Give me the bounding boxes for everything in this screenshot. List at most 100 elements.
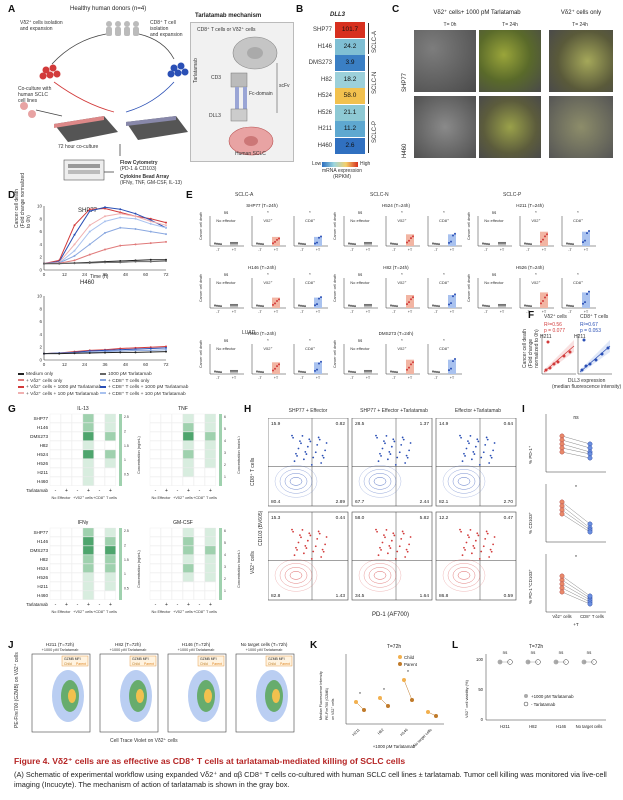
h-row2: Vδ2⁺ cells [250,551,256,574]
g-colorbar-tick: 6 [224,529,226,533]
h-flow-frame [351,511,433,601]
d-xtick: 36 [102,272,108,277]
i-pair-line [561,587,591,603]
e-dot [216,370,218,373]
h-event [472,451,475,453]
e-dot [316,368,318,371]
h-event [463,546,465,549]
g-heat-cell [182,458,194,468]
l-legend-plus [524,694,528,698]
e-dot [566,304,568,307]
g-heat-cell [104,563,116,573]
h-event [299,534,301,537]
i-pair-line [561,509,591,531]
d-point [119,351,122,354]
h-quadrant-ll: 82.1 [439,499,449,505]
h-contour [447,469,481,494]
e-dot [316,303,318,306]
g-sign: - [99,488,101,494]
g-heat-cell [71,581,83,591]
e-dot [216,242,218,245]
h-event [312,456,315,459]
e-dot [232,369,234,372]
g-heat-cell [60,554,72,564]
h-quadrant-ul: 14.9 [439,421,449,427]
d-point [134,349,137,352]
e-plot-title: H460 (T=24h) [248,331,276,336]
e-xtick: -T [300,376,304,380]
g-heat-cell [160,554,172,564]
h-event [460,436,462,439]
l-ytick: 0 [481,717,484,722]
e-dot [258,304,260,307]
e-cat-label: No effector [350,280,370,285]
g-row-label: H211 [37,470,48,475]
e-dot [258,242,260,245]
e-dot [452,234,454,237]
i-point-cd8 [587,529,593,535]
e-dot [568,304,570,307]
j-mfi-label: GZMB MFI [200,657,217,661]
g-heat-cell [160,449,172,459]
d-point [104,215,106,218]
h-event [309,440,312,443]
micro-shp77-24h-only [549,30,613,92]
h-quadrant-ul: 58.0 [355,515,365,521]
h-event [320,462,323,464]
h-event [310,463,313,466]
e-dot [570,243,572,245]
l-viability-plot: T=72h 0 50 100 ns H211 ns H82 ns H146 ns No target … [464,644,606,729]
g-heat-cell [204,527,216,537]
g-heat-cell [71,431,83,441]
e-dot [316,241,318,244]
g-heat-cell [204,458,216,468]
h-event [390,445,393,448]
g-heat-cell [104,476,116,486]
h-event [392,438,395,441]
d-ytick: 6 [39,319,42,324]
g-heat-cell [182,581,194,591]
j-title: No target cells (T=72h) [241,642,288,647]
f-title1: Vδ2⁺ cells [544,314,567,320]
h-event [376,530,378,533]
b-line-label: H211 [318,126,332,132]
e-dot [544,235,546,238]
e-dot [434,370,436,373]
e-ylabel: Cancer cell death [199,212,203,240]
g-heat-cell [60,458,72,468]
d-legend-swatch [100,379,106,382]
d-point [119,216,122,219]
j-density-peak [68,689,76,703]
d-ytick: 8 [39,306,42,311]
i-ylabel: % CD103⁺ [528,511,533,534]
cba-text: Cytokine Bead Array [120,174,169,180]
d-point [149,349,152,352]
g-heat-cell [93,563,105,573]
g-row-label: H146 [37,539,48,544]
h-quadrant-ur: 0.82 [336,421,346,427]
d-legend-swatch [100,385,106,388]
e-dot [260,305,262,307]
i-point-vd2 [559,445,565,451]
e-cat-label: CD8⁺ [439,346,449,351]
j-ylabel: PE-Fire700 (GZMB) on Vδ2⁺ cells [14,652,20,728]
g-heat-cell [93,536,105,546]
e-xtick: -T [484,310,488,314]
e-dot [234,241,236,244]
e-dot [434,304,436,307]
e-sig: ns [492,272,496,277]
e-dot [408,366,410,369]
e-xtick: +T [232,248,237,252]
h-contour [289,571,303,580]
e-dot [438,371,440,374]
e-xtick: +T [500,248,505,252]
g-heat-cell [171,545,183,555]
e-dot [436,305,438,307]
k-sig: * [383,688,385,694]
e-xtick: -T [216,310,220,314]
d-title2: H460 [80,280,95,286]
g-heat-cell [171,467,183,477]
e-dot [568,242,570,245]
h-contour [284,473,308,490]
e-dot [364,369,366,372]
